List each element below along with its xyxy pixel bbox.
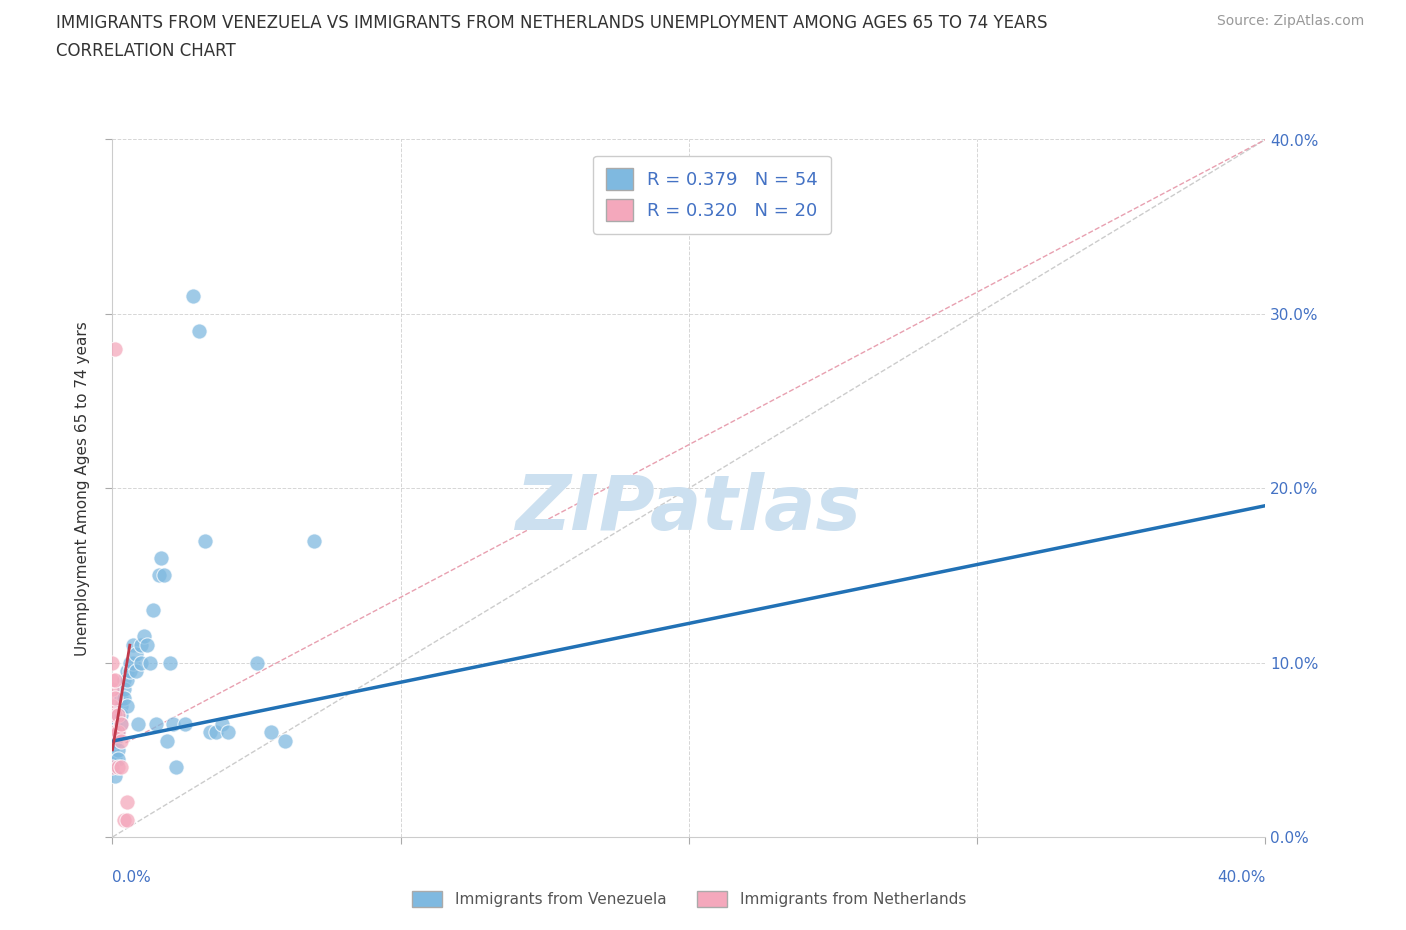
Point bbox=[124, 664, 146, 679]
Point bbox=[188, 324, 211, 339]
Point bbox=[165, 760, 187, 775]
Point bbox=[127, 716, 149, 731]
Point bbox=[101, 698, 124, 713]
Point bbox=[156, 734, 179, 749]
Point bbox=[121, 656, 143, 671]
Legend: R = 0.379   N = 54, R = 0.320   N = 20: R = 0.379 N = 54, R = 0.320 N = 20 bbox=[593, 155, 831, 233]
Point bbox=[101, 742, 124, 757]
Point bbox=[104, 672, 127, 687]
Point bbox=[107, 751, 129, 766]
Text: Source: ZipAtlas.com: Source: ZipAtlas.com bbox=[1216, 14, 1364, 28]
Point bbox=[211, 716, 233, 731]
Point bbox=[150, 551, 173, 565]
Point bbox=[115, 812, 138, 827]
Point bbox=[260, 725, 283, 740]
Point bbox=[115, 664, 138, 679]
Point bbox=[245, 656, 267, 671]
Point bbox=[107, 742, 129, 757]
Legend: Immigrants from Venezuela, Immigrants from Netherlands: Immigrants from Venezuela, Immigrants fr… bbox=[406, 884, 972, 913]
Point bbox=[148, 568, 170, 583]
Point bbox=[124, 646, 146, 661]
Point bbox=[118, 656, 141, 671]
Point bbox=[115, 794, 138, 809]
Point bbox=[274, 734, 297, 749]
Text: CORRELATION CHART: CORRELATION CHART bbox=[56, 42, 236, 60]
Point bbox=[101, 725, 124, 740]
Point bbox=[194, 533, 217, 548]
Point bbox=[110, 708, 132, 723]
Point bbox=[112, 812, 135, 827]
Point bbox=[304, 533, 326, 548]
Point bbox=[200, 725, 222, 740]
Point bbox=[107, 708, 129, 723]
Point bbox=[101, 682, 124, 697]
Point bbox=[136, 638, 159, 653]
Point bbox=[205, 725, 228, 740]
Text: ZIPatlas: ZIPatlas bbox=[516, 472, 862, 546]
Point bbox=[142, 603, 165, 618]
Point bbox=[107, 708, 129, 723]
Point bbox=[104, 725, 127, 740]
Point bbox=[104, 768, 127, 783]
Point bbox=[112, 672, 135, 687]
Point bbox=[153, 568, 176, 583]
Point bbox=[101, 725, 124, 740]
Point bbox=[101, 760, 124, 775]
Point bbox=[101, 656, 124, 671]
Point bbox=[104, 690, 127, 705]
Point bbox=[159, 656, 181, 671]
Point bbox=[104, 751, 127, 766]
Point bbox=[107, 725, 129, 740]
Point bbox=[110, 734, 132, 749]
Point bbox=[110, 698, 132, 713]
Point bbox=[101, 672, 124, 687]
Point bbox=[115, 698, 138, 713]
Point bbox=[118, 664, 141, 679]
Text: IMMIGRANTS FROM VENEZUELA VS IMMIGRANTS FROM NETHERLANDS UNEMPLOYMENT AMONG AGES: IMMIGRANTS FROM VENEZUELA VS IMMIGRANTS … bbox=[56, 14, 1047, 32]
Point bbox=[110, 716, 132, 731]
Point bbox=[145, 716, 167, 731]
Point bbox=[129, 656, 153, 671]
Y-axis label: Unemployment Among Ages 65 to 74 years: Unemployment Among Ages 65 to 74 years bbox=[75, 321, 90, 656]
Text: 0.0%: 0.0% bbox=[112, 870, 152, 884]
Point bbox=[217, 725, 239, 740]
Point bbox=[162, 716, 184, 731]
Point bbox=[110, 690, 132, 705]
Point bbox=[115, 672, 138, 687]
Text: 40.0%: 40.0% bbox=[1218, 870, 1265, 884]
Point bbox=[173, 716, 195, 731]
Point bbox=[112, 682, 135, 697]
Point bbox=[181, 289, 204, 304]
Point bbox=[139, 656, 162, 671]
Point bbox=[104, 341, 127, 356]
Point bbox=[112, 690, 135, 705]
Point bbox=[121, 638, 143, 653]
Point bbox=[101, 760, 124, 775]
Point bbox=[110, 760, 132, 775]
Point bbox=[129, 638, 153, 653]
Point bbox=[134, 629, 156, 644]
Point bbox=[107, 760, 129, 775]
Point bbox=[104, 716, 127, 731]
Point bbox=[104, 708, 127, 723]
Point bbox=[107, 725, 129, 740]
Point bbox=[110, 716, 132, 731]
Point bbox=[104, 734, 127, 749]
